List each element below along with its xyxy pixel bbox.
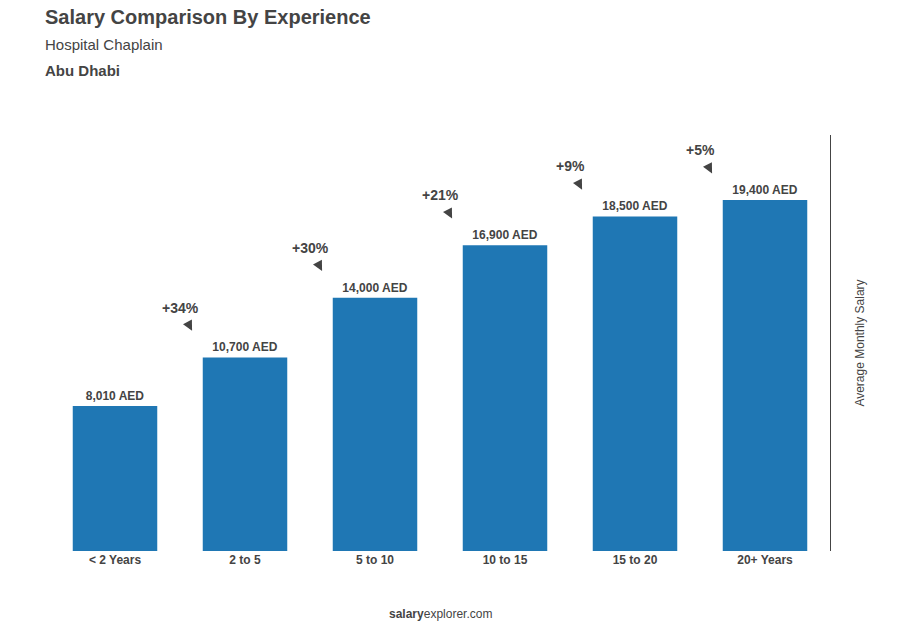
svg-text:15 to 20: 15 to 20 [613,553,658,567]
svg-text:10 to 15: 10 to 15 [483,553,528,567]
svg-text:5 to 10: 5 to 10 [356,553,394,567]
svg-text:2 to 5: 2 to 5 [229,553,261,567]
svg-text:Average Monthly Salary: Average Monthly Salary [853,279,867,406]
svg-text:Salary Comparison By Experienc: Salary Comparison By ExperienceHospital … [45,6,371,79]
svg-text:19,400 AED: 19,400 AED [732,183,797,197]
svg-text:10,700 AED: 10,700 AED [212,340,277,354]
svg-text:+5%: +5% [686,142,715,158]
svg-text:20+ Years: 20+ Years [737,553,793,567]
svg-text:+21%: +21% [422,187,459,203]
svg-text:+9%: +9% [556,158,585,174]
svg-text:< 2 Years: < 2 Years [89,553,141,567]
svg-text:+30%: +30% [292,240,329,256]
svg-text:salaryexplorer.com: salaryexplorer.com [389,607,492,621]
svg-text:8,010 AED: 8,010 AED [86,389,145,403]
svg-text:14,000 AED: 14,000 AED [342,281,407,295]
svg-text:+34%: +34% [162,300,199,316]
svg-text:16,900 AED: 16,900 AED [472,228,537,242]
svg-text:18,500 AED: 18,500 AED [602,199,667,213]
